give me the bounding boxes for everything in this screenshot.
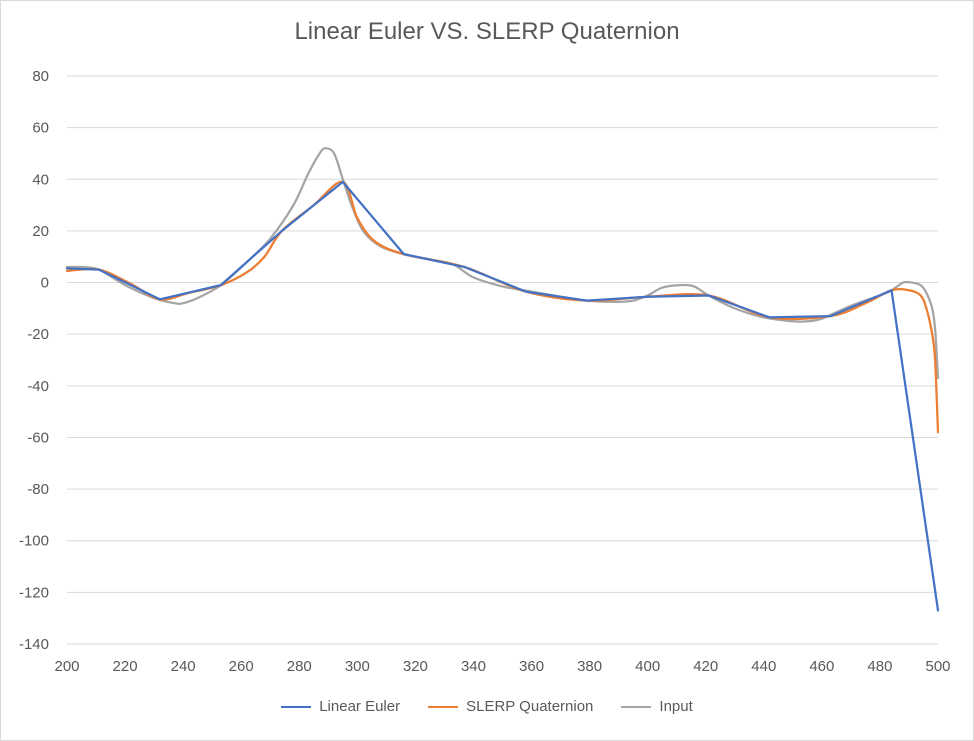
x-tick-label: 440 <box>751 658 776 675</box>
x-tick-label: 480 <box>867 658 892 675</box>
legend-label-slerp-quaternion: SLERP Quaternion <box>466 698 594 715</box>
y-tick-label: -60 <box>27 429 49 446</box>
y-tick-label: 80 <box>32 68 49 85</box>
series-line-input <box>65 147 940 380</box>
y-tick-label: 60 <box>32 120 49 137</box>
legend-swatch-slerp-quaternion <box>428 705 459 708</box>
y-tick-label: -40 <box>27 378 49 395</box>
legend-label-input: Input <box>659 698 693 715</box>
x-tick-label: 420 <box>693 658 718 675</box>
legend-item-slerp-quaternion: SLERP Quaternion <box>428 698 593 715</box>
x-tick-label: 500 <box>925 658 950 675</box>
x-axis-tick-labels: 200 220 240 260 280 300 320 340 360 380 400 420 440 4… <box>54 658 950 675</box>
x-tick-label: 280 <box>287 658 312 675</box>
x-tick-label: 240 <box>171 658 196 675</box>
legend-item-linear-euler: Linear Euler <box>281 698 400 715</box>
x-tick-label: 320 <box>403 658 428 675</box>
legend-swatch-input <box>621 705 652 708</box>
y-tick-label: -20 <box>27 326 49 343</box>
x-tick-label: 340 <box>461 658 486 675</box>
y-tick-label: -120 <box>19 584 49 601</box>
y-axis-tick-labels: 80 60 40 20 0 -20 -40 -60 -80 -100 -120 -140 <box>19 68 49 653</box>
y-tick-label: -100 <box>19 533 49 550</box>
y-tick-label: 20 <box>32 223 49 240</box>
x-tick-label: 400 <box>635 658 660 675</box>
series-lines <box>65 147 940 612</box>
x-tick-label: 220 <box>113 658 138 675</box>
y-tick-label: -140 <box>19 636 49 653</box>
x-tick-label: 360 <box>519 658 544 675</box>
gridlines <box>67 75 938 645</box>
legend-label-linear-euler: Linear Euler <box>319 698 401 715</box>
chart-title: Linear Euler VS. SLERP Quaternion <box>294 18 680 45</box>
series-line-linear-euler <box>65 180 940 612</box>
x-tick-label: 460 <box>809 658 834 675</box>
y-tick-label: -80 <box>27 481 49 498</box>
y-tick-label: 0 <box>41 275 49 292</box>
legend-swatch-linear-euler <box>281 705 312 708</box>
series-line-slerp-quaternion <box>65 180 940 434</box>
x-tick-label: 200 <box>54 658 79 675</box>
legend-item-input: Input <box>621 698 693 715</box>
legend: Linear Euler SLERP Quaternion Input <box>0 698 974 715</box>
x-tick-label: 380 <box>577 658 602 675</box>
x-tick-label: 260 <box>229 658 254 675</box>
x-tick-label: 300 <box>345 658 370 675</box>
y-tick-label: 40 <box>32 171 49 188</box>
